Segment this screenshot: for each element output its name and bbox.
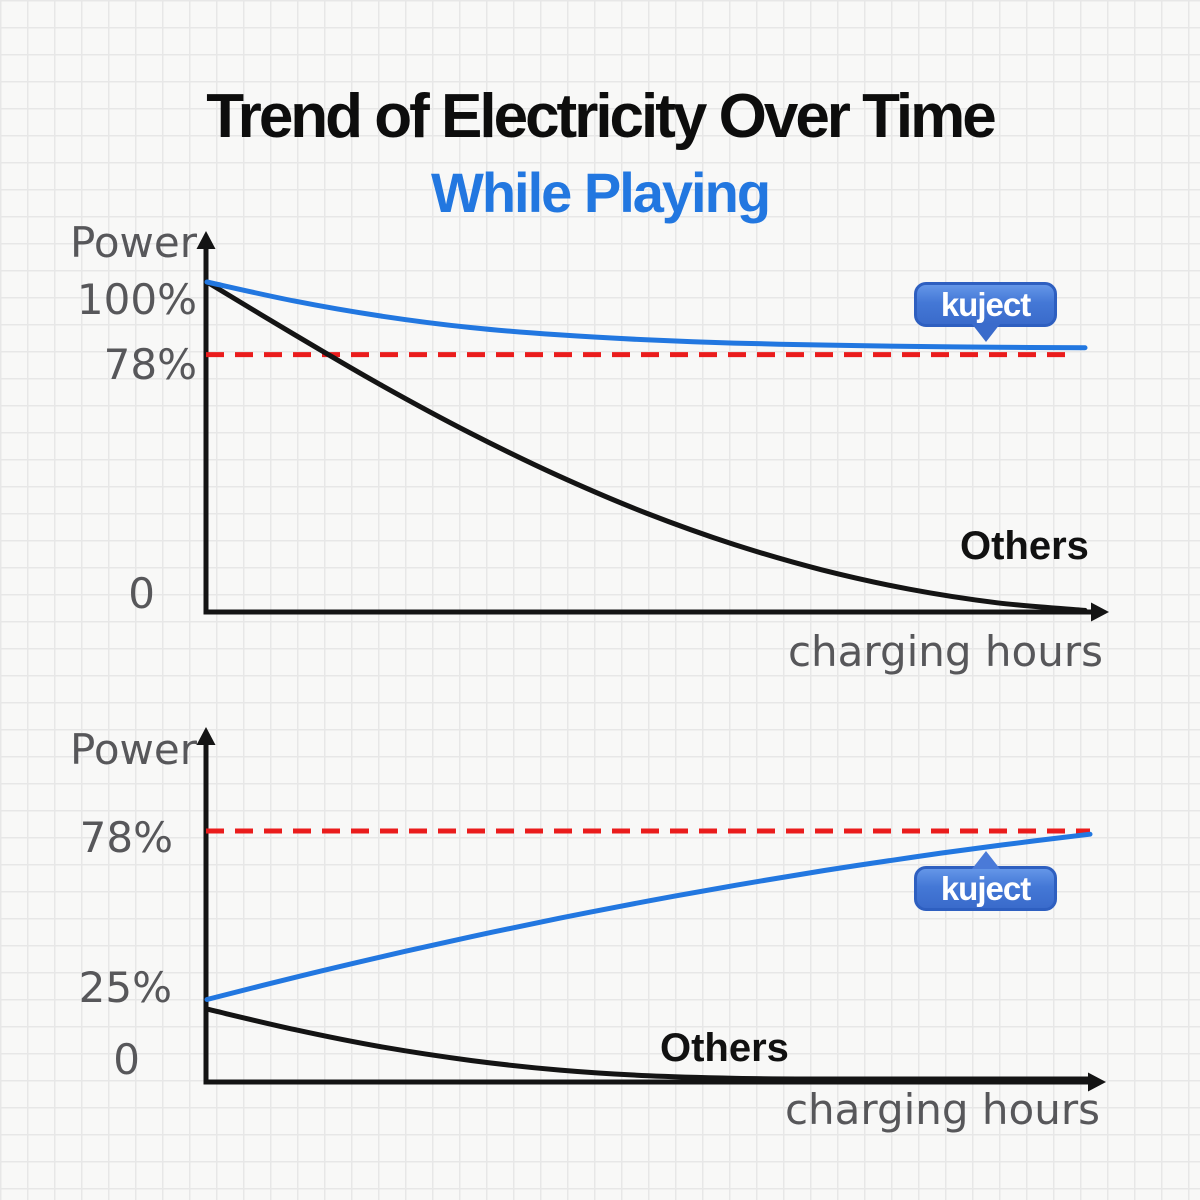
- page-title: Trend of Electricity Over Time: [206, 81, 997, 151]
- bottom-badge-pointer-up-icon: [971, 851, 1000, 869]
- top-ytick-0: 0: [128, 569, 155, 618]
- page-subtitle: While Playing: [430, 161, 771, 225]
- top-chart-y-axis-arrow-icon: [196, 231, 216, 249]
- bottom-chart-y-axis-arrow-icon: [196, 727, 216, 745]
- bottom-kuject-badge: kuject: [914, 851, 1057, 911]
- top-chart-x-axis-arrow-icon: [1091, 602, 1109, 622]
- bottom-others-annotation: Others: [660, 1026, 789, 1070]
- bottom-ytick-0: 0: [113, 1035, 140, 1084]
- top-others-annotation: Others: [960, 524, 1089, 568]
- bottom-ytick-25: 25%: [78, 963, 172, 1012]
- top-kuject-badge: kuject: [914, 282, 1057, 342]
- top-chart-others-curve: [204, 279, 1088, 613]
- bottom-chart-kuject-curve: [204, 831, 1093, 1002]
- bottom-chart-axes: [203, 743, 1091, 1085]
- top-x-axis-label: charging hours: [787, 627, 1103, 676]
- top-ytick-100: 100%: [76, 275, 197, 324]
- top-y-axis-label: Power: [70, 218, 197, 267]
- top-kuject-badge-label: kuject: [940, 286, 1031, 323]
- bottom-chart-others-curve: [204, 1006, 1093, 1082]
- top-badge-pointer-down-icon: [971, 324, 1000, 342]
- bottom-kuject-badge-label: kuject: [940, 870, 1031, 907]
- bottom-ytick-78: 78%: [79, 813, 173, 862]
- bottom-y-axis-label: Power: [70, 725, 197, 774]
- bottom-x-axis-label: charging hours: [784, 1085, 1100, 1134]
- top-ytick-78: 78%: [103, 340, 197, 389]
